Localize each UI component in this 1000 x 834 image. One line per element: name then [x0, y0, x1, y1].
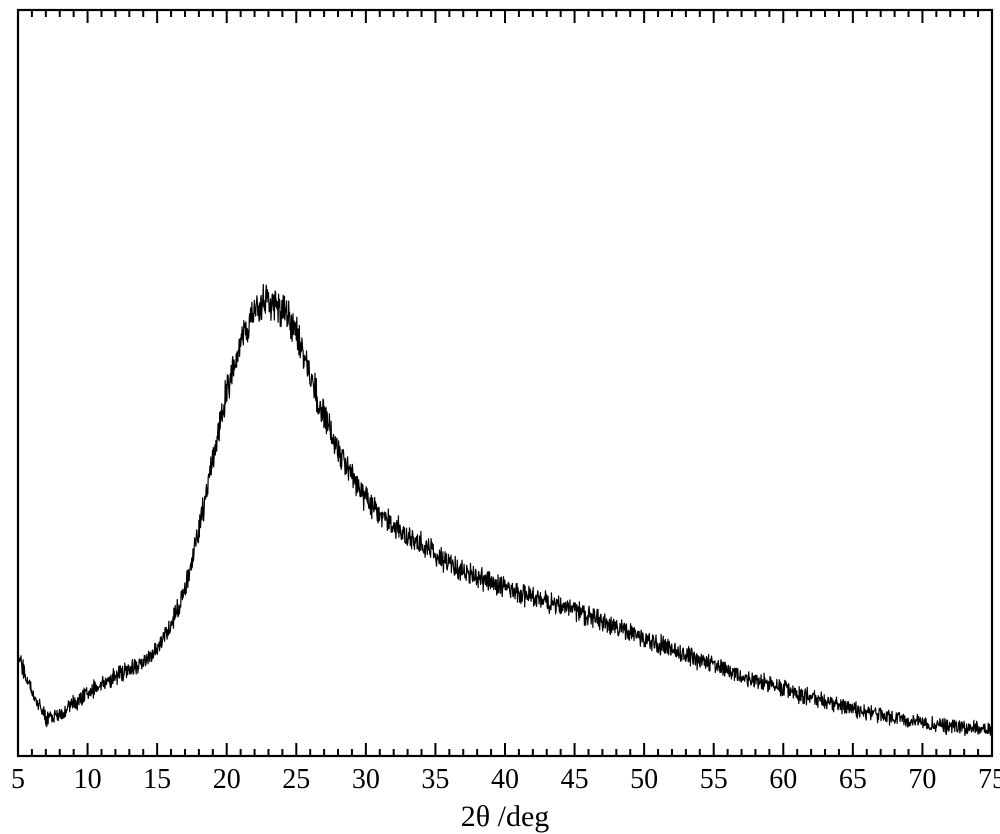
x-tick-label: 50	[630, 764, 658, 795]
x-tick-label: 40	[491, 764, 519, 795]
plot-background	[18, 10, 992, 756]
x-tick-label: 55	[700, 764, 728, 795]
x-tick-label: 25	[282, 764, 310, 795]
x-tick-labels: 5 10 15 20 25 30 35 40 45 50 55 60 65 70 75	[11, 764, 1000, 795]
x-tick-label: 60	[769, 764, 797, 795]
x-tick-label: 30	[352, 764, 380, 795]
x-tick-label: 10	[74, 764, 102, 795]
x-axis-label: 2θ /deg	[461, 800, 550, 833]
x-tick-label: 75	[978, 764, 1000, 795]
xrd-chart: 5 10 15 20 25 30 35 40 45 50 55 60 65 70 75 2θ /deg	[0, 0, 1000, 834]
x-tick-label: 45	[561, 764, 589, 795]
x-tick-label: 65	[839, 764, 867, 795]
x-tick-label: 5	[11, 764, 25, 795]
x-tick-label: 35	[421, 764, 449, 795]
x-tick-label: 15	[143, 764, 171, 795]
x-tick-label: 20	[213, 764, 241, 795]
x-tick-label: 70	[908, 764, 936, 795]
